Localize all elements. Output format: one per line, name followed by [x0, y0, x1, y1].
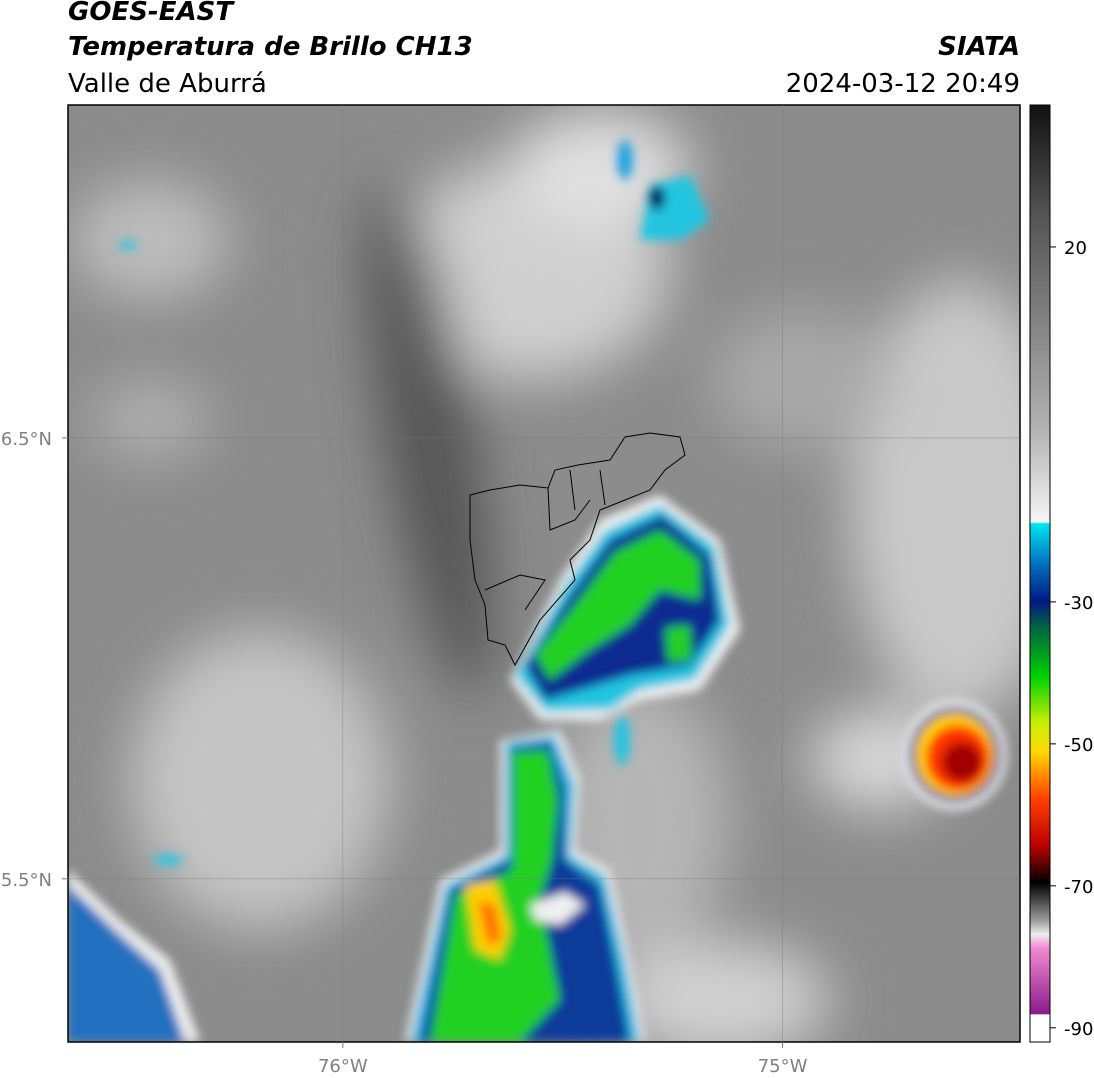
satellite-title: GOES-EAST: [68, 0, 235, 27]
region-label: Valle de Aburrá: [68, 69, 267, 99]
x-tick-label: 75°W: [758, 1056, 808, 1077]
x-tick-label: 76°W: [318, 1056, 368, 1077]
colorbar-tick-label: -70: [1064, 877, 1093, 898]
colorbar-tick-label: 20: [1064, 238, 1087, 259]
agency-label: SIATA: [938, 32, 1020, 62]
datetime-label: 2024-03-12 20:49: [786, 69, 1020, 99]
colorbar-tick-label: -50: [1064, 735, 1093, 756]
y-tick-label: 5.5°N: [1, 870, 52, 891]
colorbar-tick-label: -90: [1064, 1019, 1093, 1040]
product-title: Temperatura de Brillo CH13: [68, 32, 473, 62]
satellite-image: [68, 105, 1020, 1042]
colorbar-tick-label: -30: [1064, 593, 1093, 614]
map-frame: [67, 104, 1021, 1043]
y-tick-label: 6.5°N: [1, 429, 52, 450]
colorbar: [1029, 104, 1051, 1043]
